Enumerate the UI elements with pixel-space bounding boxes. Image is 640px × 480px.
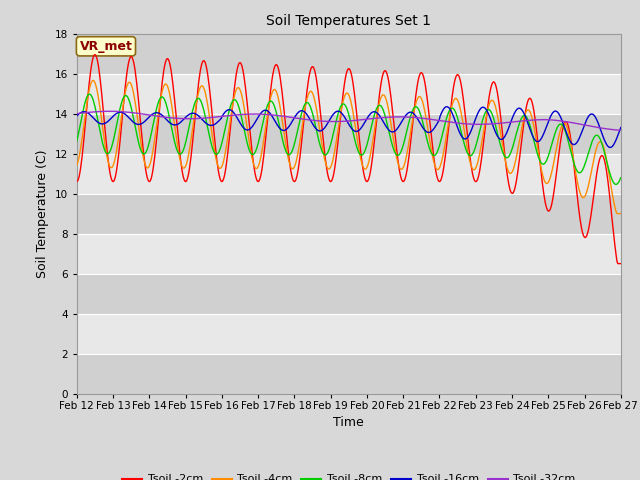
Bar (77, 114, 621, 154)
Legend: Tsoil -2cm, Tsoil -4cm, Tsoil -8cm, Tsoil -16cm, Tsoil -32cm: Tsoil -2cm, Tsoil -4cm, Tsoil -8cm, Tsoi… (118, 470, 580, 480)
Bar (77, 354, 621, 394)
Y-axis label: Soil Temperature (C): Soil Temperature (C) (36, 149, 49, 278)
Bar (77, 274, 621, 313)
Title: Soil Temperatures Set 1: Soil Temperatures Set 1 (266, 14, 431, 28)
Text: VR_met: VR_met (79, 40, 132, 53)
X-axis label: Time: Time (333, 416, 364, 429)
Bar (77, 34, 621, 73)
Bar (77, 193, 621, 234)
